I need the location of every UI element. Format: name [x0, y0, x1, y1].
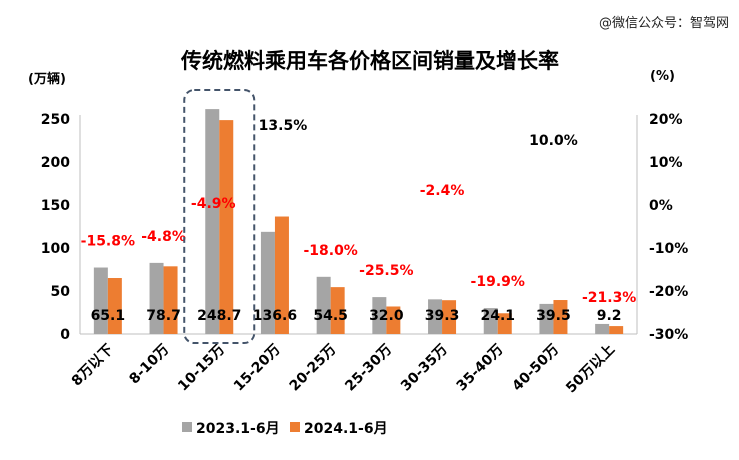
bar-2024 [609, 326, 624, 334]
growth-rate-label: 10.0% [529, 133, 578, 149]
bar-2023 [539, 303, 554, 334]
bar-2023 [595, 323, 610, 334]
value-label: 78.7 [146, 308, 181, 324]
bar-2024 [107, 278, 122, 334]
growth-rate-label: 13.5% [259, 118, 308, 134]
bar-2023 [483, 308, 498, 334]
bar-2024 [330, 287, 345, 334]
y-tick-label: 200 [41, 155, 70, 171]
value-label: 248.7 [197, 308, 241, 324]
x-tick-label: 20-25万 [287, 342, 340, 395]
legend-item-2024-label: 2024.1-6月 [304, 421, 388, 437]
bar-2024 [442, 300, 457, 334]
y-tick-label: 150 [41, 198, 70, 214]
x-tick-label: 35-40万 [454, 342, 507, 395]
value-label: 136.6 [253, 308, 297, 324]
bar-2024 [163, 266, 178, 334]
x-tick-label: 25-30万 [342, 342, 395, 395]
legend-item-2024-swatch [290, 422, 300, 432]
y-axis-unit-label: (万辆) [28, 71, 66, 87]
bar-2023 [93, 267, 108, 334]
watermark-text: @微信公众号：智驾网 [598, 16, 729, 31]
x-tick-label: 15-20万 [231, 342, 284, 395]
bar-2023 [260, 231, 275, 334]
growth-rate-label: -2.4% [420, 183, 465, 199]
bar-2023 [372, 297, 387, 334]
value-label: 65.1 [91, 308, 126, 324]
x-tick-label: 8-10万 [126, 342, 172, 388]
highlight-box [183, 89, 256, 344]
chart-title: 传统燃料乘用车各价格区间销量及增长率 [180, 49, 559, 73]
y2-tick-label: 10% [649, 155, 683, 171]
bar-2024 [274, 216, 289, 334]
y-tick-label: 50 [51, 284, 71, 300]
growth-rate-label: -4.8% [141, 229, 186, 245]
x-tick-label: 10-15万 [175, 342, 228, 395]
y2-tick-label: -30% [649, 327, 688, 343]
y2-axis-unit-label: (%) [650, 69, 675, 84]
x-tick-label: 8万以下 [69, 342, 117, 390]
value-label: 39.5 [536, 308, 571, 324]
y2-tick-label: -10% [649, 241, 688, 257]
bar-2023 [428, 299, 443, 334]
x-tick-label: 40-50万 [509, 342, 562, 395]
bar-2023 [316, 276, 331, 334]
growth-rate-label: -19.9% [471, 274, 525, 290]
growth-rate-label: -4.9% [191, 196, 236, 212]
y2-tick-label: 20% [649, 112, 683, 128]
bar-2024 [497, 313, 512, 334]
legend: 2023.1-6月 2024.1-6月 [182, 421, 388, 437]
growth-rate-label: -15.8% [81, 234, 135, 250]
y-tick-label: 100 [41, 241, 70, 257]
growth-rate-label: -21.3% [582, 290, 636, 306]
y-tick-label: 0 [60, 327, 70, 343]
plot-area: 0 50 100 150 200 250 20% 10% 0% -10% -20% -30% 65.1 -… [41, 89, 688, 397]
bar-2024 [553, 300, 568, 334]
value-label: 24.1 [480, 308, 515, 324]
growth-rate-label: -18.0% [303, 243, 357, 259]
bar-2023 [205, 109, 220, 334]
value-label: 39.3 [425, 308, 460, 324]
growth-rate-label: -25.5% [359, 263, 413, 279]
legend-item-2023-swatch [182, 422, 192, 432]
y2-tick-label: 0% [649, 198, 673, 214]
legend-item-2023-label: 2023.1-6月 [196, 421, 280, 437]
bar-2024 [386, 306, 401, 334]
x-tick-label: 50万以上 [563, 342, 618, 397]
value-label: 32.0 [369, 308, 404, 324]
y-tick-label: 250 [41, 112, 70, 128]
bar-2024 [219, 120, 234, 334]
value-label: 9.2 [597, 308, 622, 324]
bar-2023 [149, 262, 164, 334]
y2-tick-label: -20% [649, 284, 688, 300]
value-label: 54.5 [313, 308, 348, 324]
x-tick-label: 30-35万 [398, 342, 451, 395]
